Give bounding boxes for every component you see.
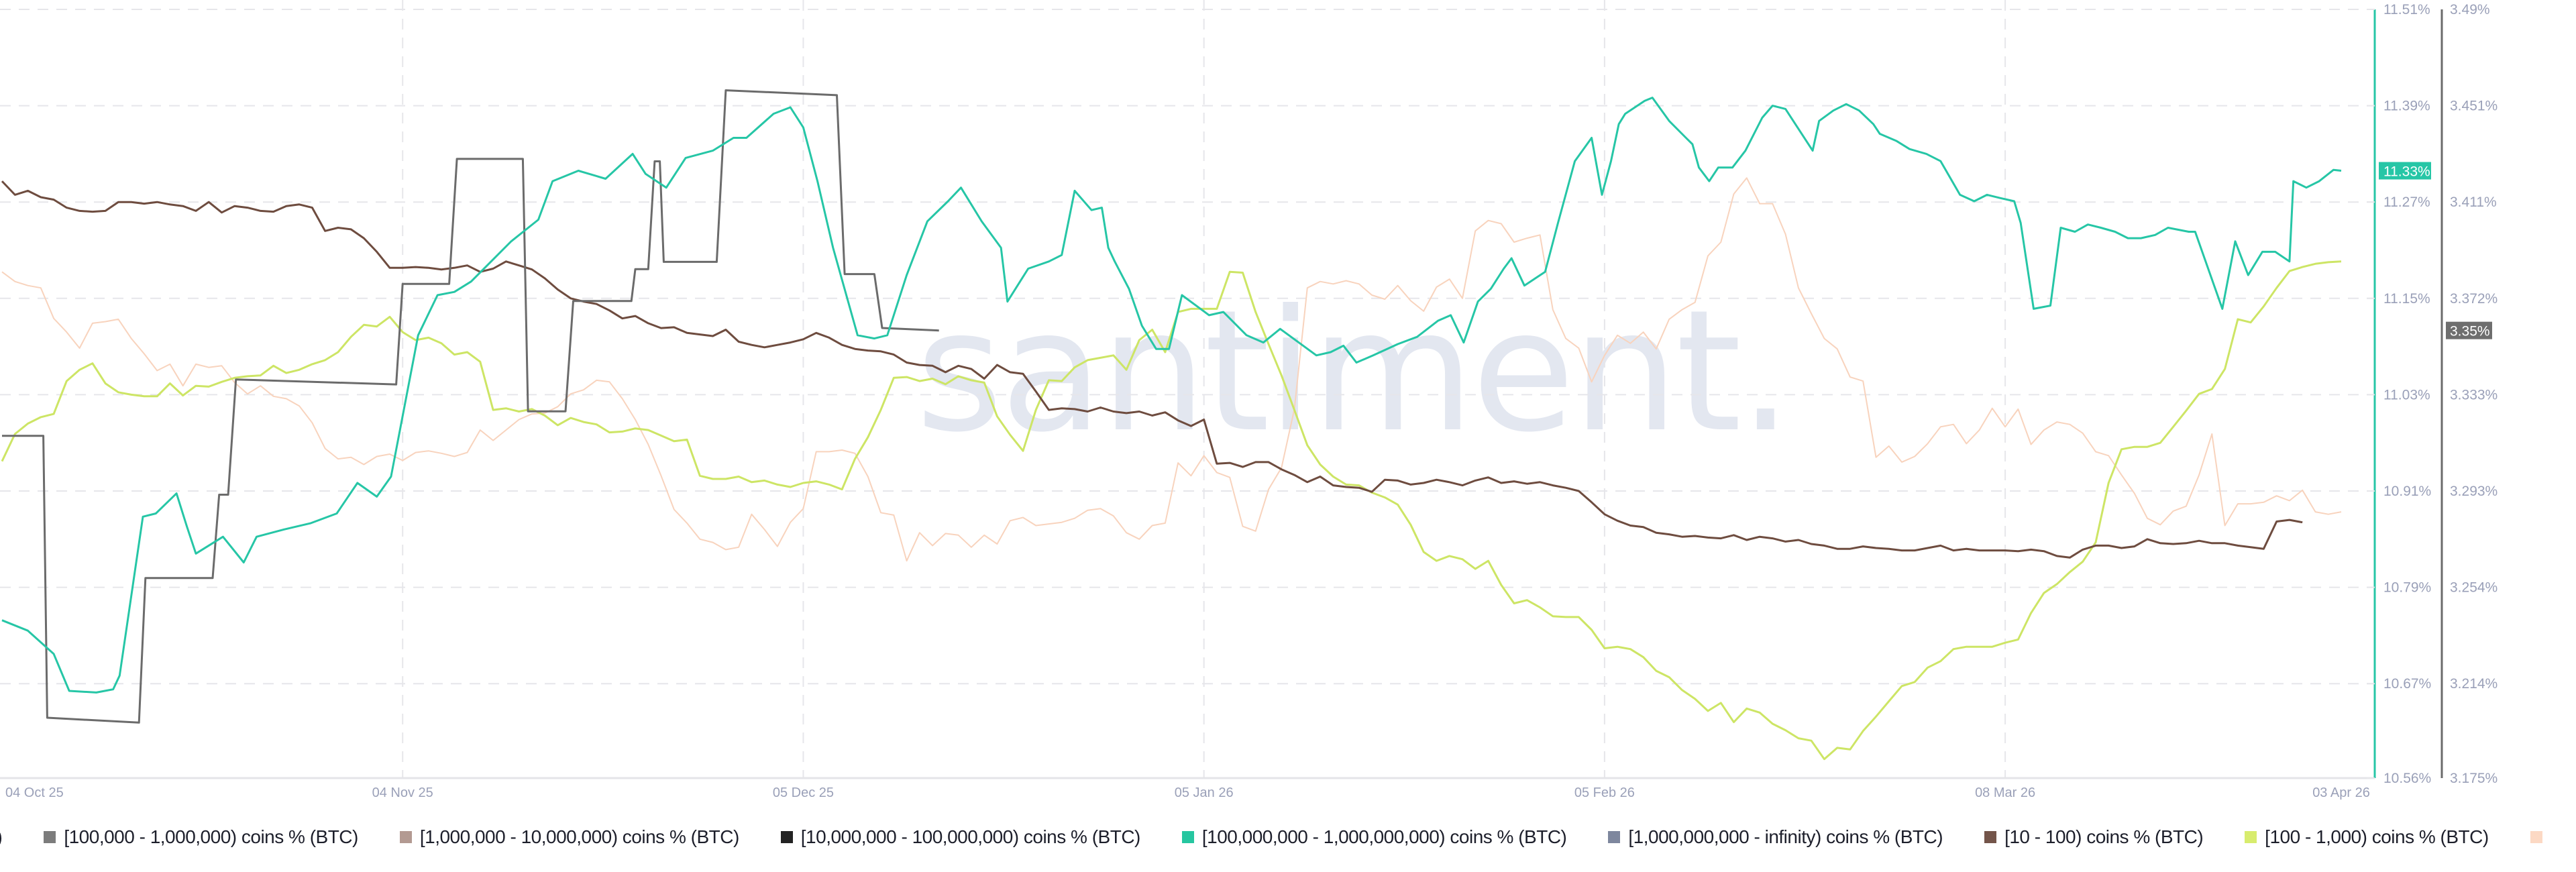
legend-swatch-icon	[1608, 831, 1621, 843]
legend-label: [1,000,000,000 - infinity) coins % (BTC)	[1628, 826, 1943, 847]
legend-label: [10 - 100) coins % (BTC)	[2004, 826, 2204, 847]
left-axis-tick-label: 10.79%	[2383, 580, 2431, 596]
legend-item-1m-10m[interactable]: [1,000,000 - 10,000,000) coins % (BTC)	[399, 826, 739, 848]
left-axis-tick-label: 11.15%	[2383, 291, 2430, 307]
right-axis-tick-label: 3.175%	[2450, 771, 2498, 786]
legend-label: [1,000,000 - 10,000,000) coins % (BTC)	[419, 826, 739, 847]
legend-item-cut-off[interactable]: BTC)	[0, 826, 3, 848]
legend-swatch-icon	[399, 831, 412, 843]
x-axis-tick-label: 05 Jan 26	[1175, 785, 1234, 800]
left-axis-tick-label: 11.39%	[2383, 99, 2430, 114]
legend-swatch-icon	[780, 831, 793, 843]
series-line[interactable]	[1, 180, 2303, 559]
legend-track: BTC) [100,000 - 1,000,000) coins % (BTC)…	[0, 820, 2576, 855]
right-axis-tick-label: 3.372%	[2450, 291, 2498, 307]
left-axis-tick-label: 10.67%	[2383, 676, 2431, 692]
legend-item-1b-infinity[interactable]: [1,000,000,000 - infinity) coins % (BTC)	[1608, 826, 1943, 848]
legend: BTC) [100,000 - 1,000,000) coins % (BTC)…	[0, 820, 2576, 855]
legend-label: BTC)	[0, 826, 3, 848]
legend-item-100k-1m[interactable]: [100,000 - 1,000,000) coins % (BTC)	[44, 826, 358, 848]
series-line[interactable]	[1, 177, 2342, 562]
right-axis-tick-label: 3.293%	[2450, 484, 2498, 499]
series-lines	[1, 89, 2342, 761]
legend-swatch-icon	[1181, 831, 1194, 843]
right-current-value-text: 3.35%	[2450, 324, 2490, 339]
right-axis-tick-label: 3.254%	[2450, 580, 2498, 596]
legend-item-100m-1b[interactable]: [100,000,000 - 1,000,000,000) coins % (B…	[1181, 826, 1567, 848]
legend-swatch-icon	[44, 831, 56, 843]
legend-swatch-icon	[2245, 831, 2257, 843]
legend-label: [10,000,000 - 100,000,000) coins % (BTC)	[800, 826, 1141, 847]
legend-item-10-100[interactable]: [10 - 100) coins % (BTC)	[1984, 826, 2204, 848]
legend-item-10m-100m[interactable]: [10,000,000 - 100,000,000) coins % (BTC)	[780, 826, 1141, 848]
right-axis-tick-label: 3.333%	[2450, 387, 2498, 402]
legend-item-100-1000[interactable]: [100 - 1,000) coins % (BTC)	[2245, 826, 2489, 848]
left-current-value-text: 11.33%	[2383, 164, 2430, 180]
legend-label: [100,000 - 1,000,000) coins % (BTC)	[64, 826, 358, 847]
left-axis-tick-label: 11.03%	[2383, 387, 2430, 402]
x-axis-tick-label: 04 Oct 25	[5, 785, 64, 800]
left-axis-tick-label: 11.27%	[2383, 195, 2430, 210]
left-axis-tick-label: 10.91%	[2383, 484, 2431, 499]
legend-item-cut-off-right[interactable]	[2530, 831, 2551, 843]
x-axis-tick-label: 08 Mar 26	[1975, 785, 2035, 800]
series-line[interactable]	[2, 89, 939, 724]
legend-swatch-icon	[1984, 831, 1997, 843]
left-axis-tick-label: 10.56%	[2383, 771, 2431, 786]
x-axis-tick-label: 04 Nov 25	[372, 785, 433, 800]
x-axis-tick-label: 03 Apr 26	[2312, 785, 2370, 800]
line-chart[interactable]: santiment. 11.51% 11.39% 11.27% 11.15% 11.03%…	[0, 0, 2576, 818]
santiment-watermark: santiment.	[916, 274, 1790, 469]
right-axis-tick-label: 3.49%	[2450, 2, 2490, 17]
x-axis-tick-label: 05 Feb 26	[1574, 785, 1635, 800]
grid-lines	[0, 0, 2375, 778]
right-axis-tick-label: 3.451%	[2450, 99, 2498, 114]
series-line[interactable]	[1, 260, 2342, 761]
series-line[interactable]	[1, 97, 2342, 694]
right-axis-tick-label: 3.214%	[2450, 676, 2498, 692]
left-current-value-badge	[2379, 162, 2431, 180]
legend-label: [100,000,000 - 1,000,000,000) coins % (B…	[1201, 826, 1567, 847]
legend-swatch-icon	[2530, 831, 2542, 843]
right-current-value-badge	[2446, 321, 2492, 339]
left-axis-tick-label: 11.51%	[2383, 2, 2430, 17]
legend-label: [100 - 1,000) coins % (BTC)	[2265, 826, 2489, 847]
x-axis-tick-label: 05 Dec 25	[773, 785, 834, 800]
right-axis-tick-label: 3.411%	[2450, 195, 2497, 210]
